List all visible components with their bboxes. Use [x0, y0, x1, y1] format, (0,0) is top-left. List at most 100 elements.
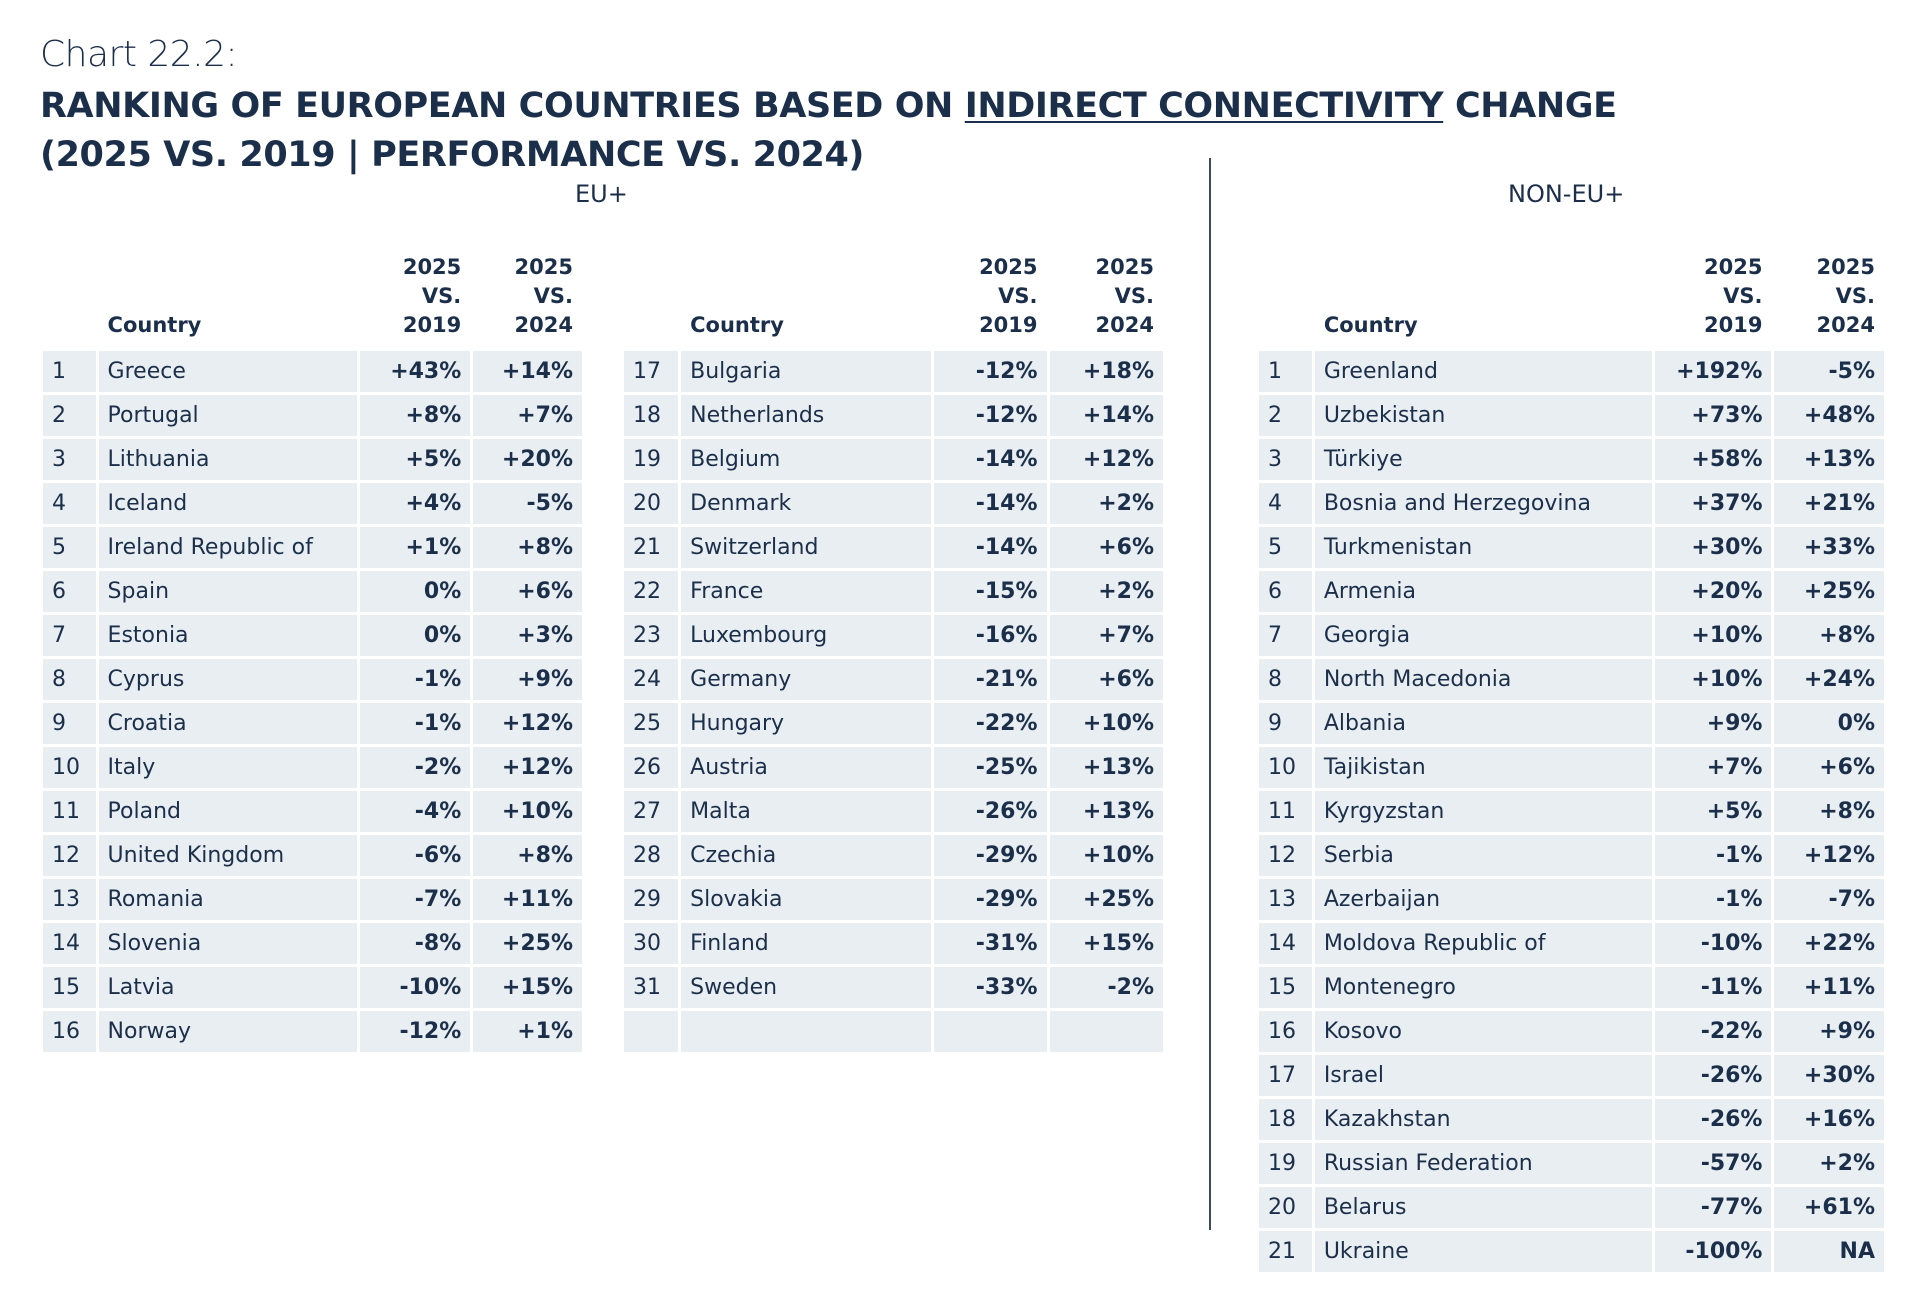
header-row: Country 2025 VS. 2019 2025 VS. 2024 — [1259, 253, 1884, 348]
table-row: 10 Tajikistan +7% +6% — [1259, 747, 1884, 788]
vs2019-cell: +10% — [1654, 615, 1772, 656]
vs2024-cell: +10% — [1049, 703, 1163, 744]
table-row: 11 Kyrgyzstan +5% +8% — [1259, 791, 1884, 832]
vs2019-cell: -26% — [933, 791, 1047, 832]
rank-cell: 27 — [624, 791, 679, 832]
table-row: 10 Italy -2% +12% — [43, 747, 582, 788]
table-row: 7 Estonia 0% +3% — [43, 615, 582, 656]
table-row: 8 Cyprus -1% +9% — [43, 659, 582, 700]
vs2024-cell: +6% — [1049, 527, 1163, 568]
country-cell: Finland — [681, 923, 931, 964]
vs2024-cell: +48% — [1774, 395, 1884, 436]
vs2024-cell: +14% — [1049, 395, 1163, 436]
table-row: 19 Belgium -14% +12% — [624, 439, 1163, 480]
vs2019-cell: +20% — [1654, 571, 1772, 612]
vs2019-cell: -77% — [1654, 1187, 1772, 1228]
vs2019-cell: +5% — [1654, 791, 1772, 832]
vs2024-cell: +25% — [473, 923, 582, 964]
vs2019-cell: -33% — [933, 967, 1047, 1008]
rank-cell: 2 — [43, 395, 96, 436]
table-row: 5 Turkmenistan +30% +33% — [1259, 527, 1884, 568]
country-cell: Greece — [98, 351, 358, 392]
rank-cell: 12 — [1259, 835, 1312, 876]
rank-cell: 17 — [1259, 1055, 1312, 1096]
rank-cell: 19 — [624, 439, 679, 480]
rank-cell: 20 — [624, 483, 679, 524]
country-cell: Germany — [681, 659, 931, 700]
table-row: 13 Romania -7% +11% — [43, 879, 582, 920]
title-line-2: (2025 VS. 2019 | PERFORMANCE VS. 2024) — [40, 135, 865, 175]
vs2019-cell: -31% — [933, 923, 1047, 964]
empty-row — [624, 1011, 1163, 1052]
title-suffix: CHANGE — [1443, 86, 1617, 126]
country-cell: Kazakhstan — [1314, 1099, 1652, 1140]
vs2019-cell: +9% — [1654, 703, 1772, 744]
rank-cell: 14 — [1259, 923, 1312, 964]
vs2024-cell: +13% — [1049, 747, 1163, 788]
table-row: 20 Belarus -77% +61% — [1259, 1187, 1884, 1228]
country-cell: Turkmenistan — [1314, 527, 1652, 568]
country-cell: Greenland — [1314, 351, 1652, 392]
table-row: 8 North Macedonia +10% +24% — [1259, 659, 1884, 700]
vs2024-cell: +9% — [473, 659, 582, 700]
vs2019-header: 2025 VS. 2019 — [979, 255, 1038, 337]
vs2024-cell: +15% — [1049, 923, 1163, 964]
eu-table-left: Country 2025 VS. 2019 2025 VS. 2024 1 Greece +4… — [40, 250, 585, 1055]
header-row: Country 2025 VS. 2019 2025 VS. 2024 — [43, 253, 582, 348]
country-cell: Belarus — [1314, 1187, 1652, 1228]
country-cell: Montenegro — [1314, 967, 1652, 1008]
country-cell: Kosovo — [1314, 1011, 1652, 1052]
table-row: 2 Portugal +8% +7% — [43, 395, 582, 436]
country-cell: Kyrgyzstan — [1314, 791, 1652, 832]
vs2024-cell: +7% — [1049, 615, 1163, 656]
rank-cell: 30 — [624, 923, 679, 964]
vs2024-cell: +2% — [1049, 571, 1163, 612]
header-row: Country 2025 VS. 2019 2025 VS. 2024 — [624, 253, 1163, 348]
country-cell: Norway — [98, 1011, 358, 1052]
table-row: 22 France -15% +2% — [624, 571, 1163, 612]
rank-cell: 13 — [43, 879, 96, 920]
vs2019-cell: -6% — [360, 835, 471, 876]
vs2024-cell: +1% — [473, 1011, 582, 1052]
country-cell: Tajikistan — [1314, 747, 1652, 788]
vs2019-cell: -11% — [1654, 967, 1772, 1008]
table-row: 21 Switzerland -14% +6% — [624, 527, 1163, 568]
country-cell: Slovenia — [98, 923, 358, 964]
vs2024-cell: -2% — [1049, 967, 1163, 1008]
vs2024-cell: +22% — [1774, 923, 1884, 964]
chart-label: Chart 22.2: — [40, 34, 238, 75]
vs2024-cell: +6% — [1774, 747, 1884, 788]
vs2024-cell: NA — [1774, 1231, 1884, 1272]
country-cell: Luxembourg — [681, 615, 931, 656]
rank-cell: 25 — [624, 703, 679, 744]
vs2024-cell: +25% — [1774, 571, 1884, 612]
table-row: 16 Kosovo -22% +9% — [1259, 1011, 1884, 1052]
country-cell: Hungary — [681, 703, 931, 744]
vs2019-cell: -1% — [360, 703, 471, 744]
rank-cell: 19 — [1259, 1143, 1312, 1184]
vs2019-cell: -14% — [933, 439, 1047, 480]
vs2024-cell: +11% — [1774, 967, 1884, 1008]
table-row: 6 Armenia +20% +25% — [1259, 571, 1884, 612]
vs2019-cell: -12% — [360, 1011, 471, 1052]
rank-header — [1259, 253, 1312, 348]
vs2019-cell: +192% — [1654, 351, 1772, 392]
country-cell: Estonia — [98, 615, 358, 656]
chart-title: RANKING OF EUROPEAN COUNTRIES BASED ON I… — [40, 82, 1617, 180]
vs2024-cell: +16% — [1774, 1099, 1884, 1140]
table-row: 1 Greenland +192% -5% — [1259, 351, 1884, 392]
vs2024-cell: +7% — [473, 395, 582, 436]
country-cell: Bulgaria — [681, 351, 931, 392]
vs2019-cell: -14% — [933, 483, 1047, 524]
table-row: 18 Kazakhstan -26% +16% — [1259, 1099, 1884, 1140]
vs2019-cell: -16% — [933, 615, 1047, 656]
vs2024-cell: +25% — [1049, 879, 1163, 920]
vs2019-cell: +58% — [1654, 439, 1772, 480]
rank-cell: 11 — [43, 791, 96, 832]
rank-cell: 4 — [43, 483, 96, 524]
rank-cell: 29 — [624, 879, 679, 920]
vs2019-cell: -10% — [1654, 923, 1772, 964]
vs2019-cell: -22% — [1654, 1011, 1772, 1052]
rank-cell: 23 — [624, 615, 679, 656]
vs2024-cell: +8% — [473, 527, 582, 568]
